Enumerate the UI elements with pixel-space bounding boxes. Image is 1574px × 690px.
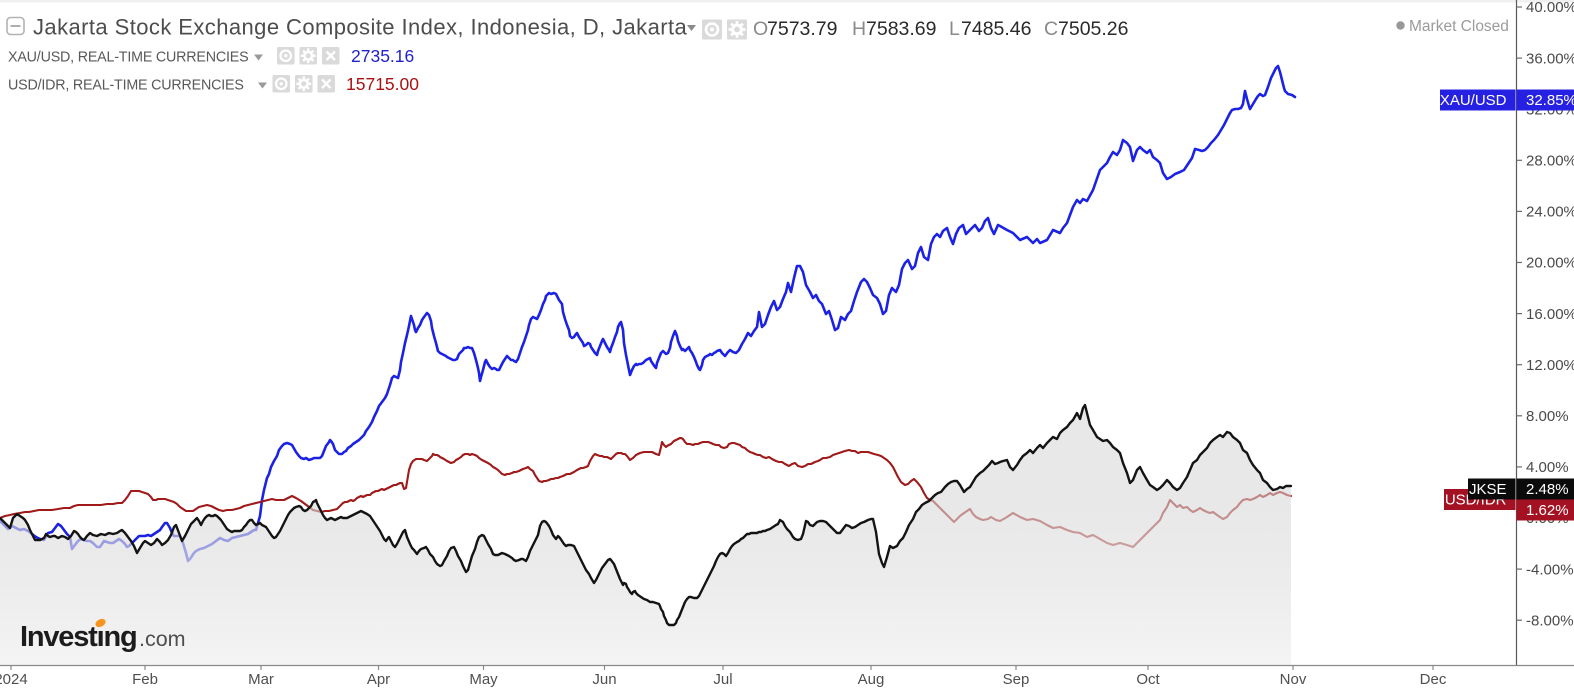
svg-text:Aug: Aug bbox=[858, 671, 885, 688]
svg-text:Jakarta Stock Exchange Composi: Jakarta Stock Exchange Composite Index, … bbox=[33, 15, 688, 40]
svg-text:40.00%: 40.00% bbox=[1526, 0, 1574, 16]
svg-text:12.00%: 12.00% bbox=[1526, 357, 1574, 374]
svg-text:Jun: Jun bbox=[592, 671, 616, 688]
svg-text:.com: .com bbox=[139, 627, 186, 651]
svg-text:2.48%: 2.48% bbox=[1526, 481, 1569, 498]
svg-text:15715.00: 15715.00 bbox=[346, 74, 419, 94]
svg-text:7485.46: 7485.46 bbox=[961, 18, 1032, 40]
svg-text:Investıng: Investıng bbox=[20, 621, 137, 653]
svg-text:Nov: Nov bbox=[1280, 671, 1307, 688]
svg-text:C: C bbox=[1044, 18, 1058, 40]
svg-text:Sep: Sep bbox=[1003, 671, 1030, 688]
svg-text:36.00%: 36.00% bbox=[1526, 50, 1574, 67]
svg-text:O: O bbox=[753, 18, 768, 40]
svg-text:Feb: Feb bbox=[132, 671, 158, 688]
svg-text:7573.79: 7573.79 bbox=[767, 18, 838, 40]
svg-text:2735.16: 2735.16 bbox=[351, 46, 414, 66]
svg-text:May: May bbox=[469, 671, 498, 688]
svg-text:JKSE: JKSE bbox=[1469, 481, 1507, 498]
svg-text:L: L bbox=[949, 18, 960, 40]
svg-text:XAU/USD: XAU/USD bbox=[1440, 92, 1507, 109]
svg-text:USD/IDR, REAL-TIME CURRENCIES: USD/IDR, REAL-TIME CURRENCIES bbox=[8, 78, 244, 94]
svg-text:4.00%: 4.00% bbox=[1526, 459, 1569, 476]
svg-text:Jul: Jul bbox=[713, 671, 732, 688]
svg-text:7505.26: 7505.26 bbox=[1058, 18, 1129, 40]
svg-text:Apr: Apr bbox=[367, 671, 390, 688]
svg-text:16.00%: 16.00% bbox=[1526, 306, 1574, 323]
svg-text:Market Closed: Market Closed bbox=[1409, 18, 1509, 35]
svg-text:Mar: Mar bbox=[248, 671, 274, 688]
svg-text:-8.00%: -8.00% bbox=[1526, 612, 1574, 629]
svg-text:2024: 2024 bbox=[0, 671, 28, 688]
svg-text:H: H bbox=[852, 18, 866, 40]
svg-text:8.00%: 8.00% bbox=[1526, 408, 1569, 425]
svg-text:Oct: Oct bbox=[1136, 671, 1160, 688]
svg-text:-4.00%: -4.00% bbox=[1526, 561, 1574, 578]
svg-text:Dec: Dec bbox=[1420, 671, 1447, 688]
svg-text:32.85%: 32.85% bbox=[1526, 92, 1574, 109]
svg-text:24.00%: 24.00% bbox=[1526, 204, 1574, 221]
svg-text:XAU/USD, REAL-TIME CURRENCIES: XAU/USD, REAL-TIME CURRENCIES bbox=[8, 50, 248, 66]
svg-text:20.00%: 20.00% bbox=[1526, 255, 1574, 272]
svg-text:7583.69: 7583.69 bbox=[866, 18, 937, 40]
svg-text:28.00%: 28.00% bbox=[1526, 153, 1574, 170]
svg-text:1.62%: 1.62% bbox=[1526, 502, 1569, 519]
